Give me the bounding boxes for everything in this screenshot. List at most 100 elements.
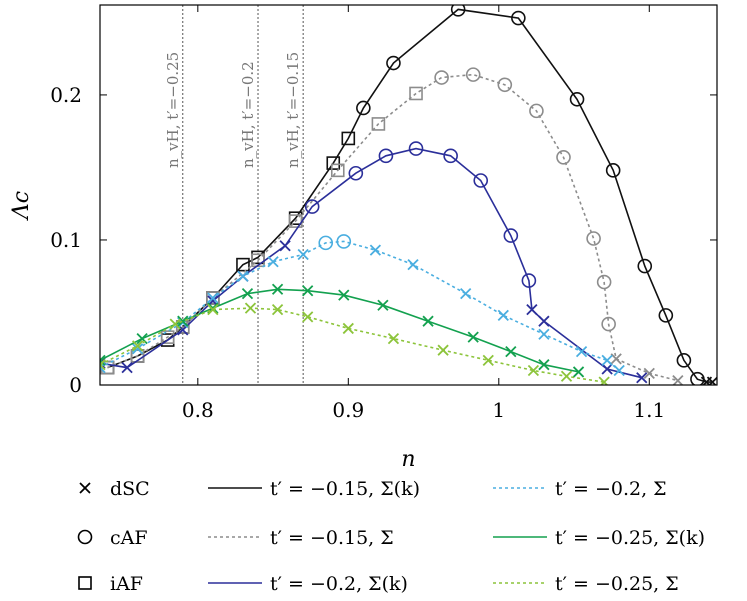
marker-caf [304, 199, 320, 214]
marker-dsc [643, 367, 655, 380]
marker-dsc-stroke [599, 376, 610, 385]
marker-dsc-stroke [302, 311, 314, 323]
marker-caf [318, 235, 334, 251]
legend-line-label: t′ = −0.15, Σ [270, 527, 394, 549]
marker-iaf [206, 291, 220, 305]
marker-dsc-stroke [131, 340, 144, 352]
marker-dsc [497, 309, 509, 322]
marker-dsc [302, 311, 314, 323]
marker-dsc-stroke [241, 287, 254, 300]
marker-dsc-stroke [100, 354, 106, 362]
marker-dsc-stroke [79, 482, 91, 494]
marker-dsc [460, 287, 472, 300]
marker-dsc-stroke [538, 315, 550, 327]
legend-marker-label: cAF [110, 527, 148, 549]
marker-dsc [437, 344, 449, 356]
vanhove-label: n_vH, t′=−0.2 [239, 61, 257, 168]
marker-iaf [326, 156, 341, 170]
marker-dsc-stroke [538, 359, 550, 371]
marker-dsc-stroke [267, 256, 279, 268]
y-axis-label: Λc [9, 191, 34, 221]
marker-caf [497, 77, 513, 93]
marker-dsc-stroke [460, 287, 472, 300]
plot-frame [99, 4, 718, 386]
marker-dsc-stroke [302, 285, 314, 297]
marker-dsc-stroke [121, 361, 133, 374]
series-line [107, 8, 713, 383]
marker-dsc-stroke [131, 343, 144, 355]
marker-dsc [244, 302, 257, 314]
marker-caf [586, 231, 601, 246]
marker-dsc [302, 285, 314, 297]
marker-dsc [672, 375, 684, 385]
marker-dsc-stroke [636, 372, 648, 384]
marker-dsc [706, 376, 717, 385]
marker-dsc [169, 318, 181, 330]
legend-marker-label: dSC [110, 478, 150, 500]
marker-dsc [100, 354, 106, 366]
marker-dsc-stroke [338, 289, 350, 301]
marker-dsc [271, 283, 284, 295]
marker-dsc-stroke [672, 375, 684, 385]
legend-line-label: t′ = −0.2, Σ(k) [270, 573, 408, 595]
marker-dsc-stroke [342, 322, 354, 335]
marker-dsc [422, 315, 434, 327]
legend-line-label: t′ = −0.25, Σ [555, 573, 679, 595]
x-tick-label: 1 [492, 398, 505, 422]
marker-dsc [121, 361, 133, 374]
marker-dsc-stroke [271, 283, 284, 295]
marker-caf [336, 234, 352, 249]
marker-dsc-stroke [279, 240, 291, 252]
marker-dsc [369, 244, 382, 256]
y-tick-label: 0 [69, 373, 82, 397]
marker-dsc [131, 343, 144, 355]
marker-dsc [526, 303, 538, 316]
marker-caf [569, 91, 585, 107]
marker-caf [503, 228, 519, 243]
marker-dsc [575, 346, 588, 358]
legend-marker-label: iAF [110, 573, 143, 595]
marker-caf [473, 173, 489, 188]
marker-iaf [341, 131, 356, 146]
marker-dsc [271, 303, 284, 316]
marker-caf [443, 148, 458, 164]
marker-dsc-stroke [527, 364, 540, 377]
marker-iaf [371, 117, 386, 131]
series-line [100, 240, 620, 372]
marker-dsc-stroke [387, 332, 400, 345]
marker-dsc [598, 376, 610, 385]
marker-dsc [572, 366, 585, 378]
marker-iaf [330, 163, 345, 178]
x-tick-label: 0.9 [332, 398, 364, 422]
marker-caf [596, 274, 612, 290]
marker-dsc-stroke [100, 361, 106, 369]
marker-caf [601, 316, 616, 332]
marker-dsc-stroke [437, 344, 449, 356]
marker-dsc [177, 315, 189, 327]
marker-caf [465, 67, 481, 82]
marker-dsc-stroke [136, 332, 148, 345]
marker-dsc-stroke [560, 370, 573, 382]
vanhove-label: n_vH, t′=−0.25 [164, 52, 182, 168]
series-line [100, 288, 579, 373]
marker-caf [511, 10, 526, 26]
marker-dsc-stroke [271, 303, 284, 316]
plot-area [100, 5, 717, 385]
marker-dsc [297, 248, 309, 261]
marker-dsc [131, 340, 144, 352]
marker-caf [658, 308, 674, 323]
vanhove-label: n_vH, t′=−0.15 [284, 52, 302, 168]
marker-dsc [601, 363, 613, 375]
marker-dsc-stroke [467, 331, 479, 343]
marker-caf [77, 529, 93, 545]
marker-dsc-stroke [237, 270, 249, 282]
marker-dsc-stroke [100, 363, 106, 371]
marker-dsc-stroke [207, 292, 219, 304]
marker-dsc-stroke [422, 315, 434, 327]
marker-caf [450, 5, 466, 17]
x-tick-label: 1.1 [633, 398, 665, 422]
marker-caf [386, 55, 401, 71]
marker-dsc-stroke [377, 299, 389, 311]
marker-dsc [636, 372, 648, 384]
